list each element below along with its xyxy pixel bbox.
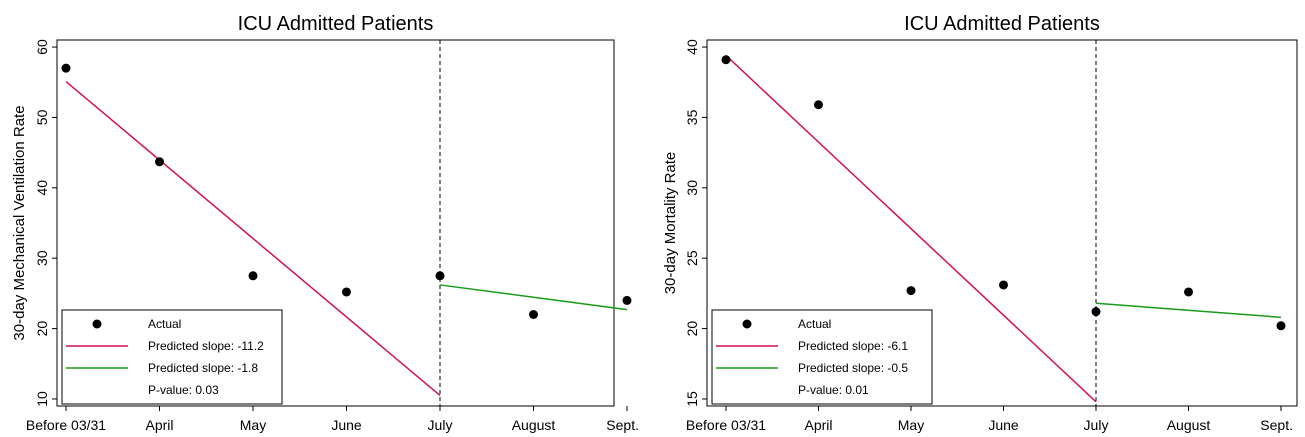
x-tick-label: Before 03/31 (26, 417, 106, 433)
y-tick-label: 30 (684, 180, 700, 196)
x-tick-label: Sept. (1260, 417, 1293, 433)
post-trend-line (1095, 302, 1282, 319)
x-tick-label: Before 03/31 (686, 417, 766, 433)
y-axis-label: 30-day Mortality Rate (662, 152, 679, 295)
x-tick-label: May (898, 417, 924, 433)
x-tick-label: April (145, 417, 173, 433)
data-point (61, 63, 71, 73)
post-trend-line (439, 284, 628, 311)
x-tick-label: August (1167, 417, 1211, 433)
chart-panel-ventilation: ICU Admitted Patients 30-day Mechanical V… (0, 0, 650, 437)
data-point (1091, 307, 1101, 317)
legend-actual-marker (742, 319, 752, 329)
data-point (529, 310, 538, 319)
data-point (435, 271, 445, 281)
chart-title: ICU Admitted Patients (904, 13, 1100, 35)
x-tick-label: July (1084, 417, 1109, 433)
x-tick-label: Sept. (606, 417, 639, 433)
data-point (906, 286, 916, 296)
ventilation-rate-chart: ICU Admitted Patients 30-day Mechanical V… (11, 13, 639, 433)
y-tick-label: 35 (684, 109, 700, 125)
legend-pre-slope-label: Predicted slope: -6.1 (798, 339, 908, 353)
plot-frame (706, 39, 1298, 407)
y-axis-label: 30-day Mechanical Ventilation Rate (11, 105, 28, 340)
legend-actual-marker (92, 319, 102, 329)
y-tick-label: 30 (34, 250, 50, 266)
mortality-rate-chart: ICU Admitted Patients 30-day Mortality Ra… (662, 13, 1298, 433)
x-tick-label: July (428, 417, 453, 433)
legend-pvalue-label: P-value: 0.01 (798, 383, 869, 397)
legend-post-slope-label: Predicted slope: -1.8 (148, 361, 258, 375)
x-tick-label: June (331, 417, 362, 433)
y-tick-label: 50 (34, 109, 50, 125)
y-tick-label: 15 (684, 391, 700, 407)
data-point (342, 287, 351, 297)
y-tick-label: 20 (34, 321, 50, 337)
y-tick-label: 20 (684, 321, 700, 337)
y-tick-label: 60 (34, 39, 50, 55)
data-point (1184, 287, 1193, 297)
x-tick-label: April (804, 417, 832, 433)
legend-pvalue-label: P-value: 0.03 (148, 383, 219, 397)
y-tick-label: 25 (684, 250, 700, 266)
pre-trend-line (65, 80, 441, 397)
x-tick-label: June (988, 417, 1019, 433)
data-point (999, 280, 1008, 290)
y-tick-label: 40 (684, 39, 700, 55)
data-point (814, 100, 823, 110)
x-tick-label: August (512, 417, 556, 433)
legend-actual-label: Actual (798, 317, 831, 331)
legend-pre-slope-label: Predicted slope: -11.2 (148, 339, 264, 353)
legend-post-slope-label: Predicted slope: -0.5 (798, 361, 908, 375)
pre-trend-line (725, 54, 1097, 403)
data-point (1276, 321, 1286, 331)
legend-actual-label: Actual (148, 317, 181, 331)
data-point (248, 271, 258, 281)
data-point (155, 157, 164, 167)
data-point (622, 295, 632, 305)
plot-frame (56, 39, 615, 407)
y-tick-label: 10 (34, 391, 50, 407)
chart-panel-mortality: ICU Admitted Patients 30-day Mortality Ra… (655, 0, 1305, 437)
chart-title: ICU Admitted Patients (238, 13, 434, 35)
y-tick-label: 40 (34, 180, 50, 196)
data-point (721, 55, 731, 65)
x-tick-label: May (240, 417, 266, 433)
